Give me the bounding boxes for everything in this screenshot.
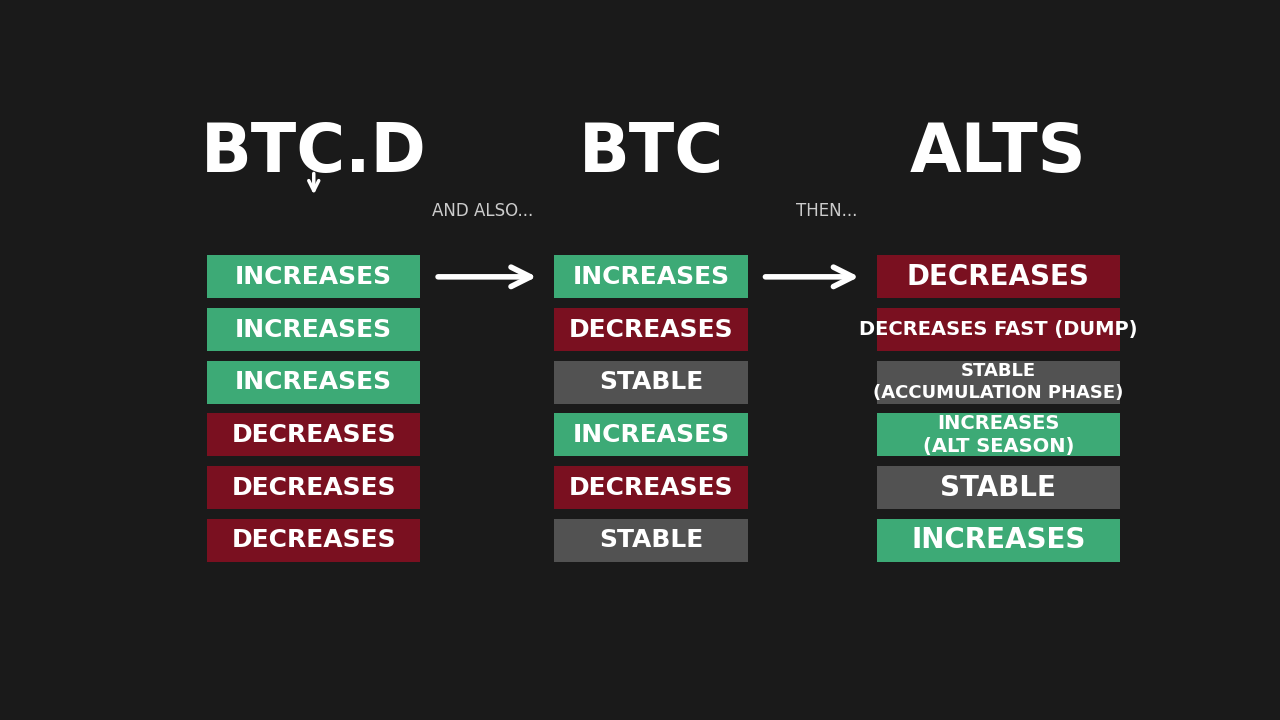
FancyBboxPatch shape (207, 466, 420, 509)
Text: STABLE: STABLE (941, 474, 1056, 502)
FancyBboxPatch shape (877, 466, 1120, 509)
FancyBboxPatch shape (554, 361, 748, 403)
Text: STABLE
(ACCUMULATION PHASE): STABLE (ACCUMULATION PHASE) (873, 362, 1124, 402)
Text: INCREASES
(ALT SEASON): INCREASES (ALT SEASON) (923, 414, 1074, 456)
FancyBboxPatch shape (554, 519, 748, 562)
Text: THEN...: THEN... (796, 202, 858, 220)
FancyBboxPatch shape (554, 413, 748, 456)
Text: AND ALSO...: AND ALSO... (431, 202, 532, 220)
Text: INCREASES: INCREASES (572, 423, 730, 447)
Text: INCREASES: INCREASES (236, 370, 393, 394)
Text: DECREASES: DECREASES (906, 263, 1089, 291)
Text: INCREASES: INCREASES (572, 265, 730, 289)
Text: DECREASES: DECREASES (232, 423, 396, 447)
Text: INCREASES: INCREASES (236, 265, 393, 289)
FancyBboxPatch shape (207, 308, 420, 351)
FancyBboxPatch shape (554, 466, 748, 509)
Text: BTC: BTC (579, 120, 723, 186)
FancyBboxPatch shape (554, 256, 748, 298)
Text: DECREASES: DECREASES (568, 318, 733, 341)
Text: DECREASES: DECREASES (232, 475, 396, 500)
Text: BTC.D: BTC.D (201, 120, 426, 186)
FancyBboxPatch shape (207, 256, 420, 298)
FancyBboxPatch shape (207, 361, 420, 403)
Text: DECREASES: DECREASES (232, 528, 396, 552)
Text: STABLE: STABLE (599, 370, 703, 394)
Text: ALTS: ALTS (910, 120, 1087, 186)
Text: STABLE: STABLE (599, 528, 703, 552)
FancyBboxPatch shape (207, 413, 420, 456)
Text: INCREASES: INCREASES (911, 526, 1085, 554)
Text: DECREASES: DECREASES (568, 475, 733, 500)
FancyBboxPatch shape (877, 519, 1120, 562)
FancyBboxPatch shape (877, 308, 1120, 351)
Text: INCREASES: INCREASES (236, 318, 393, 341)
Text: DECREASES FAST (DUMP): DECREASES FAST (DUMP) (859, 320, 1138, 339)
FancyBboxPatch shape (207, 519, 420, 562)
FancyBboxPatch shape (877, 256, 1120, 298)
FancyBboxPatch shape (877, 361, 1120, 403)
FancyBboxPatch shape (877, 413, 1120, 456)
FancyBboxPatch shape (554, 308, 748, 351)
